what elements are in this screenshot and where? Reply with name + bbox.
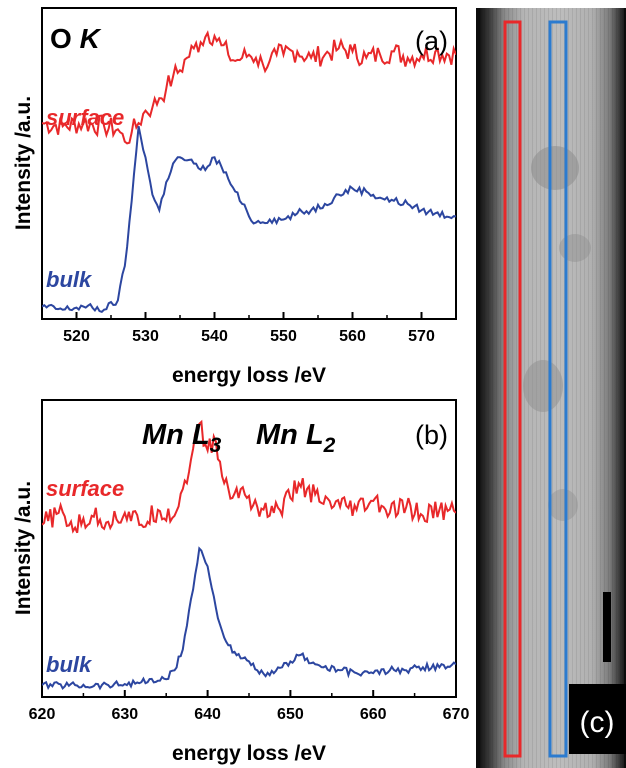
panel-a-surface-label: surface [46,105,124,130]
panel-a: 520 530 540 550 560 570 O K (a) surface bulk … [12,7,457,387]
surface-region-box [503,20,522,758]
panel-a-ylabel: Intensity /a.u. [12,96,35,230]
stem-dark-spot [531,146,579,190]
peak-label-mn-l2: Mn L2 [256,419,336,457]
panel-a-bulk-label: bulk [46,267,93,292]
panel-a-bulk-line [42,126,456,314]
panel-b-ticks: 620 630 640 650 660 670 [29,690,470,723]
bulk-region-box [548,20,568,758]
panel-b-frame [41,399,457,698]
panel-a-ticks: 520 530 540 550 560 570 [41,312,457,345]
x-tick-label: 630 [111,706,138,723]
x-tick-label: 550 [270,328,297,345]
x-tick-label: 520 [63,328,90,345]
panel-a-surface-line [42,30,456,145]
x-tick-label: 570 [408,328,435,345]
x-tick-label: 560 [339,328,366,345]
x-tick-label: 660 [360,706,387,723]
scale-bar [603,592,611,662]
panel-a-xlabel: energy loss /eV [172,364,326,387]
panel-b: 620 630 640 650 660 670 Mn L3 Mn L2 (b) surfa… [12,399,470,765]
x-tick-label: 650 [277,706,304,723]
x-tick-label: 540 [201,328,228,345]
x-tick-label: 670 [443,706,470,723]
panel-c-label-box [569,684,626,754]
panel-b-surface-line [42,419,456,534]
panel-b-bulk-label: bulk [46,652,93,677]
x-tick-label: 620 [29,706,56,723]
panel-c-label: (c) [580,706,615,739]
peak-label-mn-l3: Mn L3 [142,419,222,457]
x-tick-label: 530 [132,328,159,345]
x-tick-label: 640 [194,706,221,723]
panel-c: (c) [476,8,626,768]
panel-b-ylabel: Intensity /a.u. [12,481,35,615]
panel-a-title: O K [50,23,102,54]
stem-dark-spot [548,489,578,521]
panel-b-label: (b) [415,420,448,450]
panel-b-xlabel: energy loss /eV [172,742,326,765]
panel-a-label: (a) [415,26,448,56]
stem-dark-spot [559,234,591,262]
panel-b-surface-label: surface [46,476,124,501]
panel-b-bulk-line [42,546,456,691]
stem-dark-spot [523,360,563,412]
